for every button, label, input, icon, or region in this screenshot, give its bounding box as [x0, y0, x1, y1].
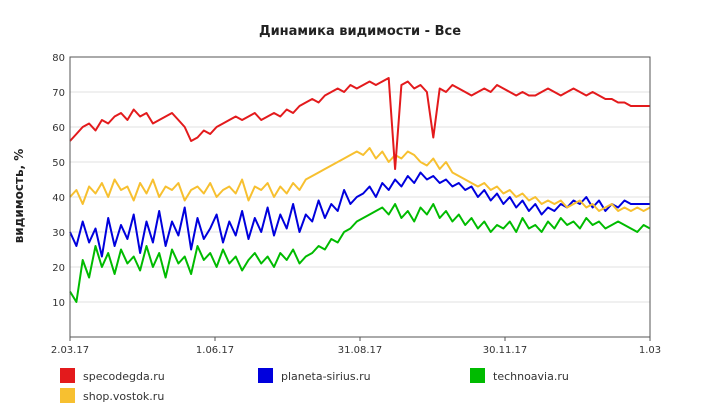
y-tick-label: 70 [52, 88, 65, 99]
y-tick-label: 20 [52, 263, 65, 274]
series-line-shop-vostok-ru [69, 147, 651, 212]
y-tick-label: 10 [52, 298, 65, 309]
legend-label: planeta-sirius.ru [281, 370, 371, 383]
legend-label: technoavia.ru [493, 370, 569, 383]
x-tick-label: 31.08.17 [338, 345, 383, 356]
x-tick-label: 1.03 [639, 345, 661, 356]
chart-title: Динамика видимости - Все [259, 24, 461, 39]
legend: specodegda.ru planeta-sirius.ru technoavia… [60, 368, 569, 403]
y-tick-label: 80 [52, 53, 65, 64]
y-tick-label: 40 [52, 193, 65, 204]
series-line-technoavia-ru [69, 203, 651, 303]
x-axis-ticks: 2.03.17 1.06.17 31.08.17 30.11.17 1.03 [51, 337, 661, 356]
x-tick-label: 2.03.17 [51, 345, 89, 356]
plot-border [69, 56, 651, 338]
y-tick-label: 30 [52, 228, 65, 239]
legend-swatch [60, 388, 75, 403]
series-lines [69, 77, 651, 303]
series-line-planeta-sirius-ru [69, 171, 650, 258]
y-tick-label: 60 [52, 123, 65, 134]
legend-swatch [258, 368, 273, 383]
y-tick-label: 50 [52, 158, 65, 169]
y-axis-label: видимость, % [12, 149, 26, 244]
x-tick-label: 1.06.17 [196, 345, 234, 356]
legend-label: specodegda.ru [83, 370, 165, 383]
legend-swatch [470, 368, 485, 383]
legend-swatch [60, 368, 75, 383]
series-line-specodegda-ru [69, 77, 650, 170]
x-tick-label: 30.11.17 [483, 345, 528, 356]
grid-lines [70, 56, 650, 303]
legend-label: shop.vostok.ru [83, 390, 164, 403]
y-axis-ticks: 10 20 30 40 50 60 70 80 [52, 53, 65, 309]
